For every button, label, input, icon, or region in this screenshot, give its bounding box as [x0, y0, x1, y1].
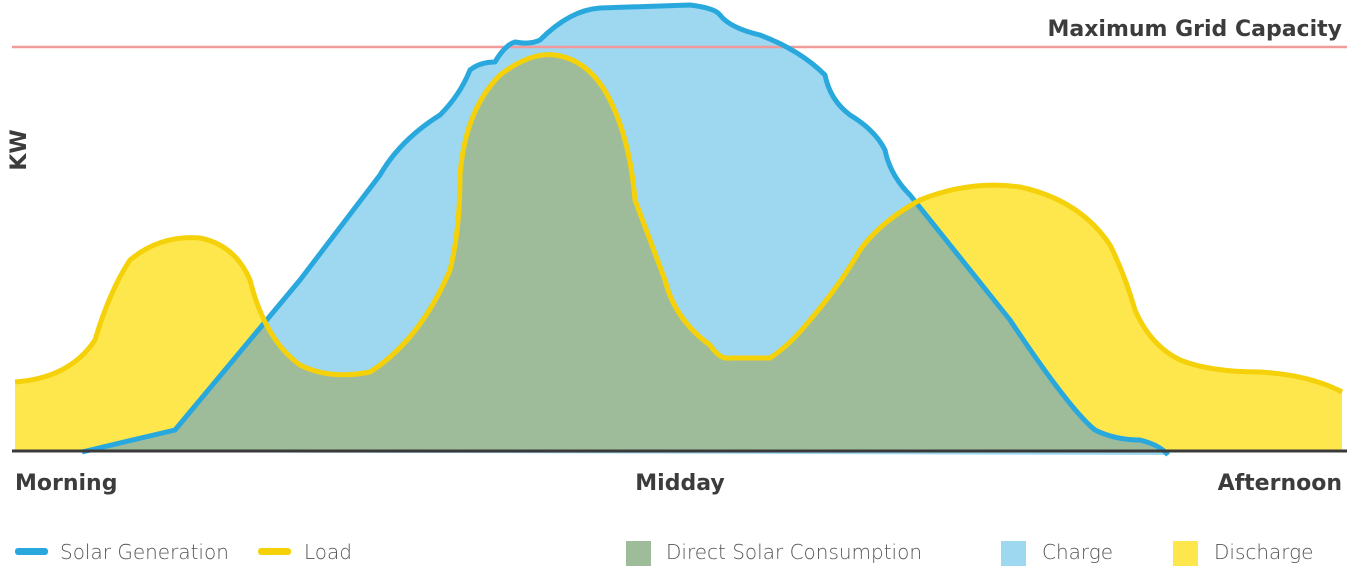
direct-consumption-area	[82, 54, 1168, 450]
y-axis-label: KW	[7, 129, 32, 170]
grid-capacity-label: Maximum Grid Capacity	[1047, 17, 1342, 42]
legend-label: Discharge	[1214, 540, 1313, 564]
x-label: Afternoon	[1218, 471, 1342, 496]
legend-swatch	[258, 548, 291, 555]
legend-label: Direct Solar Consumption	[666, 540, 922, 564]
solar-line	[81, 2, 1170, 457]
legend-label: Load	[304, 540, 352, 564]
legend-swatch	[1001, 541, 1026, 566]
legend-swatch	[15, 548, 48, 555]
legend-label: Charge	[1042, 540, 1113, 564]
x-label: Midday	[635, 471, 724, 496]
load-line	[14, 52, 1344, 395]
legend-label: Solar Generation	[60, 540, 229, 564]
x-label: Morning	[15, 471, 117, 496]
legend-swatch	[626, 541, 651, 566]
legend-swatch	[1173, 541, 1198, 566]
